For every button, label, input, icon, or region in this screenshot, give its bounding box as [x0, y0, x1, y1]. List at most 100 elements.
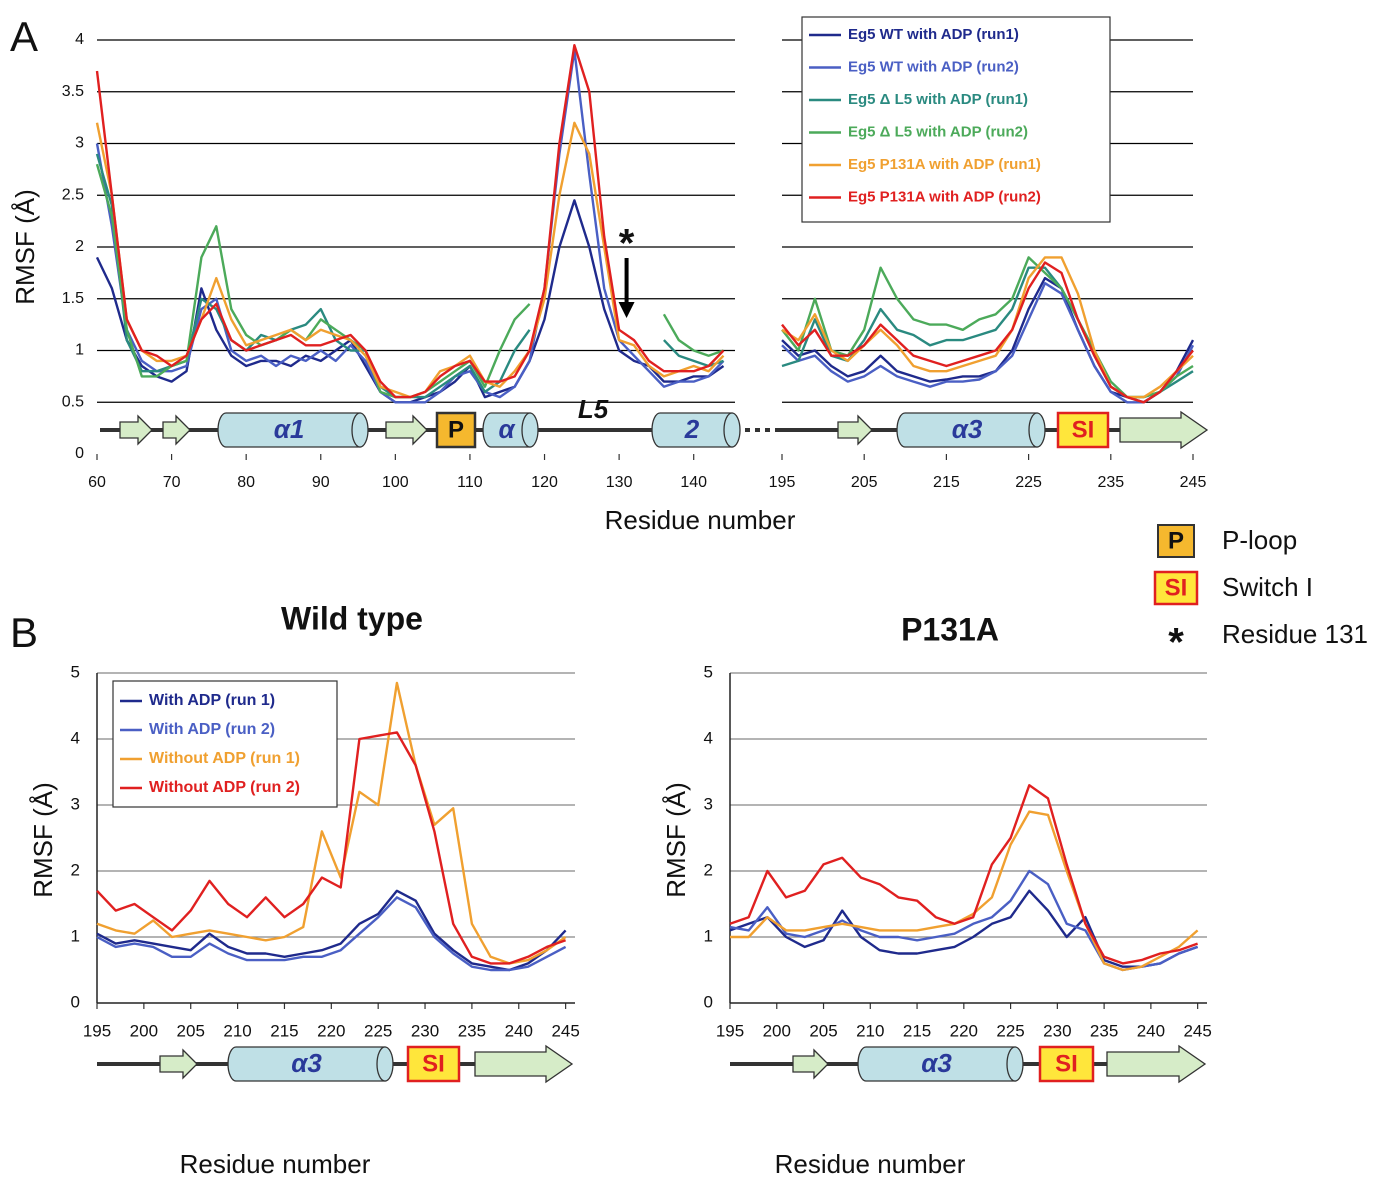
series-line — [96, 681, 567, 965]
x-tick-label: 90 — [312, 474, 330, 491]
x-tick-label: 195 — [83, 1021, 111, 1040]
x-tick-label: 210 — [856, 1021, 884, 1040]
helix-cap — [1006, 1046, 1024, 1082]
helix-label: 2 — [684, 414, 700, 444]
legend-label: With ADP (run 2) — [149, 721, 275, 738]
strand-arrow — [385, 414, 428, 446]
key-pbox — [1157, 524, 1195, 558]
helix-cap — [1028, 412, 1046, 448]
helix-label: α — [498, 414, 516, 444]
x-tick-label: 205 — [851, 474, 878, 491]
y-tick-label: 4 — [704, 728, 713, 747]
y-tick-label: 3 — [704, 794, 713, 813]
y-tick-label: 5 — [71, 662, 80, 681]
key-label: Residue 131 — [1222, 619, 1368, 649]
x-tick-label: 240 — [1137, 1021, 1165, 1040]
legend-box — [801, 16, 1111, 223]
y-tick-label: 2 — [71, 860, 80, 879]
x-tick-label: 215 — [933, 474, 960, 491]
ploop-box — [435, 411, 477, 449]
helix-cylinder — [482, 412, 531, 448]
switch-label: SI — [422, 1050, 445, 1077]
helix-cap — [376, 1046, 394, 1082]
helix-cylinder — [896, 412, 1038, 448]
x-tick-label: 225 — [996, 1021, 1024, 1040]
legend-box — [112, 680, 338, 808]
x-tick-label: 245 — [1183, 1021, 1211, 1040]
strand-arrow — [1106, 1044, 1207, 1084]
legend-label: Eg5 P131A with ADP (run1) — [848, 156, 1041, 173]
y-tick-label: 0 — [75, 445, 84, 462]
key-label: Switch I — [1222, 572, 1313, 602]
series-line — [95, 199, 1195, 404]
helix-label: α1 — [274, 414, 305, 444]
switch-box — [406, 1045, 461, 1083]
x-tick-label: 245 — [1180, 474, 1207, 491]
x-axis-title: Residue number — [605, 505, 796, 535]
helix-cap — [521, 412, 539, 448]
loop-label: L5 — [578, 394, 609, 424]
series-line — [730, 810, 1199, 972]
key-symbol: SI — [1165, 574, 1188, 601]
strand-arrow — [159, 1048, 198, 1080]
series-line — [96, 896, 567, 972]
key-label: P-loop — [1222, 525, 1297, 555]
x-tick-label: 200 — [130, 1021, 158, 1040]
x-tick-label: 110 — [457, 474, 483, 491]
y-tick-label: 4 — [71, 728, 80, 747]
annotation-arrowhead — [618, 302, 635, 318]
helix-cylinder — [217, 412, 361, 448]
series-line — [729, 784, 1198, 965]
helix-cap — [723, 412, 741, 448]
x-tick-label: 220 — [950, 1021, 978, 1040]
y-tick-label: 1 — [75, 342, 84, 359]
key-symbol: P — [1168, 527, 1184, 554]
x-tick-label: 215 — [903, 1021, 931, 1040]
y-tick-label: 0 — [71, 992, 80, 1011]
legend-label: Eg5 Δ L5 with ADP (run2) — [848, 123, 1028, 140]
series-line — [96, 731, 566, 965]
annotation: * — [619, 222, 635, 266]
switch-label: SI — [1072, 416, 1095, 443]
y-tick-label: 3 — [71, 794, 80, 813]
x-tick-label: 70 — [163, 474, 181, 491]
chart-title: Wild type — [281, 600, 423, 636]
series-line — [729, 889, 1198, 968]
y-tick-label: 2 — [704, 860, 713, 879]
helix-label: α3 — [921, 1048, 952, 1078]
x-tick-label: 240 — [505, 1021, 533, 1040]
key-sibox — [1153, 570, 1199, 606]
legend-label: Without ADP (run 2) — [149, 779, 300, 796]
chart-title: P131A — [901, 611, 999, 647]
helix-cap — [351, 412, 369, 448]
y-tick-label: 1 — [71, 926, 80, 945]
x-tick-label: 130 — [606, 474, 633, 491]
legend-label: Eg5 Δ L5 with ADP (run1) — [848, 91, 1028, 108]
y-axis-title: RMSF (Å) — [28, 782, 58, 898]
y-tick-label: 1 — [704, 926, 713, 945]
x-tick-label: 195 — [769, 474, 796, 491]
y-axis-title: RMSF (Å) — [661, 782, 691, 898]
legend-label: With ADP (run 1) — [149, 692, 275, 709]
helix-label: α3 — [952, 414, 983, 444]
x-tick-label: 220 — [317, 1021, 345, 1040]
switch-box — [1038, 1045, 1095, 1083]
strand-arrow — [837, 414, 873, 446]
y-tick-label: 0.5 — [62, 393, 84, 410]
y-tick-label: 2 — [75, 238, 84, 255]
x-tick-label: 235 — [1090, 1021, 1118, 1040]
x-tick-label: 230 — [411, 1021, 439, 1040]
x-tick-label: 210 — [223, 1021, 251, 1040]
x-tick-label: 120 — [531, 474, 558, 491]
x-tick-label: 235 — [1097, 474, 1124, 491]
switch-box — [1056, 411, 1110, 449]
strand-arrow — [119, 414, 153, 446]
helix-label: α3 — [291, 1048, 322, 1078]
helix-cylinder — [651, 412, 733, 448]
y-tick-label: 3.5 — [62, 83, 84, 100]
x-tick-label: 200 — [763, 1021, 791, 1040]
strand-arrow — [1119, 410, 1209, 450]
legend-label: Eg5 P131A with ADP (run2) — [848, 188, 1041, 205]
x-tick-label: 60 — [88, 474, 106, 491]
